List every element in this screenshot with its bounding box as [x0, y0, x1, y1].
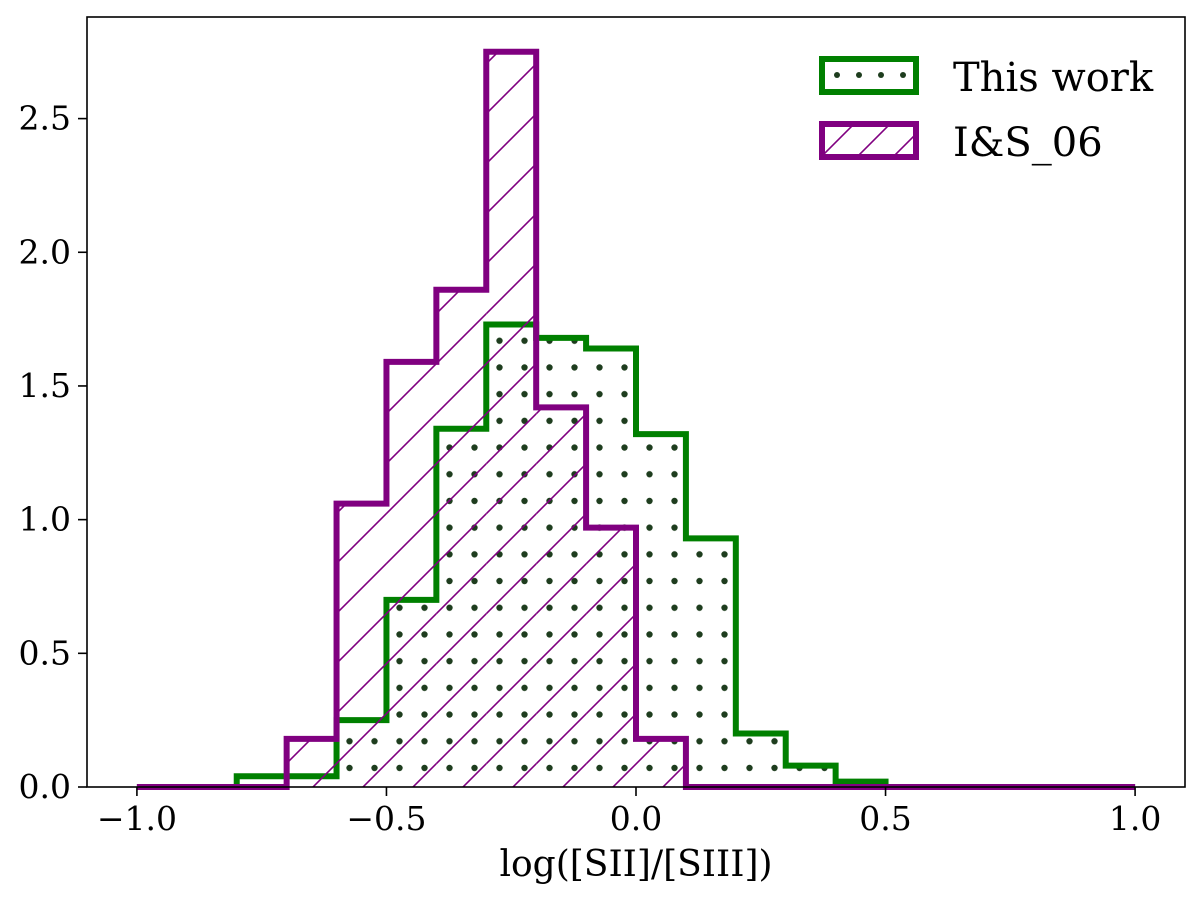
y-tick-label: 1.5 [19, 366, 71, 405]
bar-i-s-06-10 [636, 738, 686, 787]
legend: This work I&S_06 [819, 55, 1154, 166]
y-tick-label: 2.5 [19, 99, 71, 138]
y-tick-label: 0.0 [19, 767, 71, 806]
x-tick-label: 1.0 [1109, 799, 1161, 838]
bar-this-work-13 [785, 765, 836, 787]
bar-i-s-06-6 [436, 289, 487, 787]
ticks-layer: −1.0 −0.5 0.0 0.5 1.0 0.0 0.5 1.0 1.5 2.0 2.5 [19, 99, 1162, 838]
bar-i-s-06-3 [286, 738, 337, 787]
legend-swatch-is06 [819, 121, 919, 160]
bar-i-s-06-8 [536, 407, 587, 787]
bar-this-work-2 [236, 776, 287, 787]
x-tick-label: −0.5 [346, 799, 426, 838]
y-tick-label: 1.0 [19, 500, 71, 539]
x-tick-label: 0.5 [859, 799, 911, 838]
legend-label-this-work: This work [953, 55, 1154, 101]
y-tick-label: 0.5 [19, 633, 71, 672]
bar-i-s-06-9 [586, 527, 636, 787]
bar-this-work-11 [685, 538, 736, 787]
x-tick-label: 0.0 [610, 799, 662, 838]
legend-swatch-this-work [819, 56, 919, 95]
bar-i-s-06-7 [486, 51, 537, 787]
bar-this-work-10 [636, 434, 686, 787]
bar-this-work-12 [735, 733, 786, 787]
bar-i-s-06-4 [336, 503, 387, 787]
series-i-s-06 [136, 48, 1136, 790]
x-tick-label: −1.0 [97, 799, 177, 838]
bar-i-s-06-5 [386, 361, 437, 787]
legend-label-is06: I&S_06 [953, 120, 1103, 166]
y-tick-label: 2.0 [19, 232, 71, 271]
x-axis-title: log([SII]/[SIII]) [499, 844, 772, 885]
series-layer [136, 48, 1136, 790]
